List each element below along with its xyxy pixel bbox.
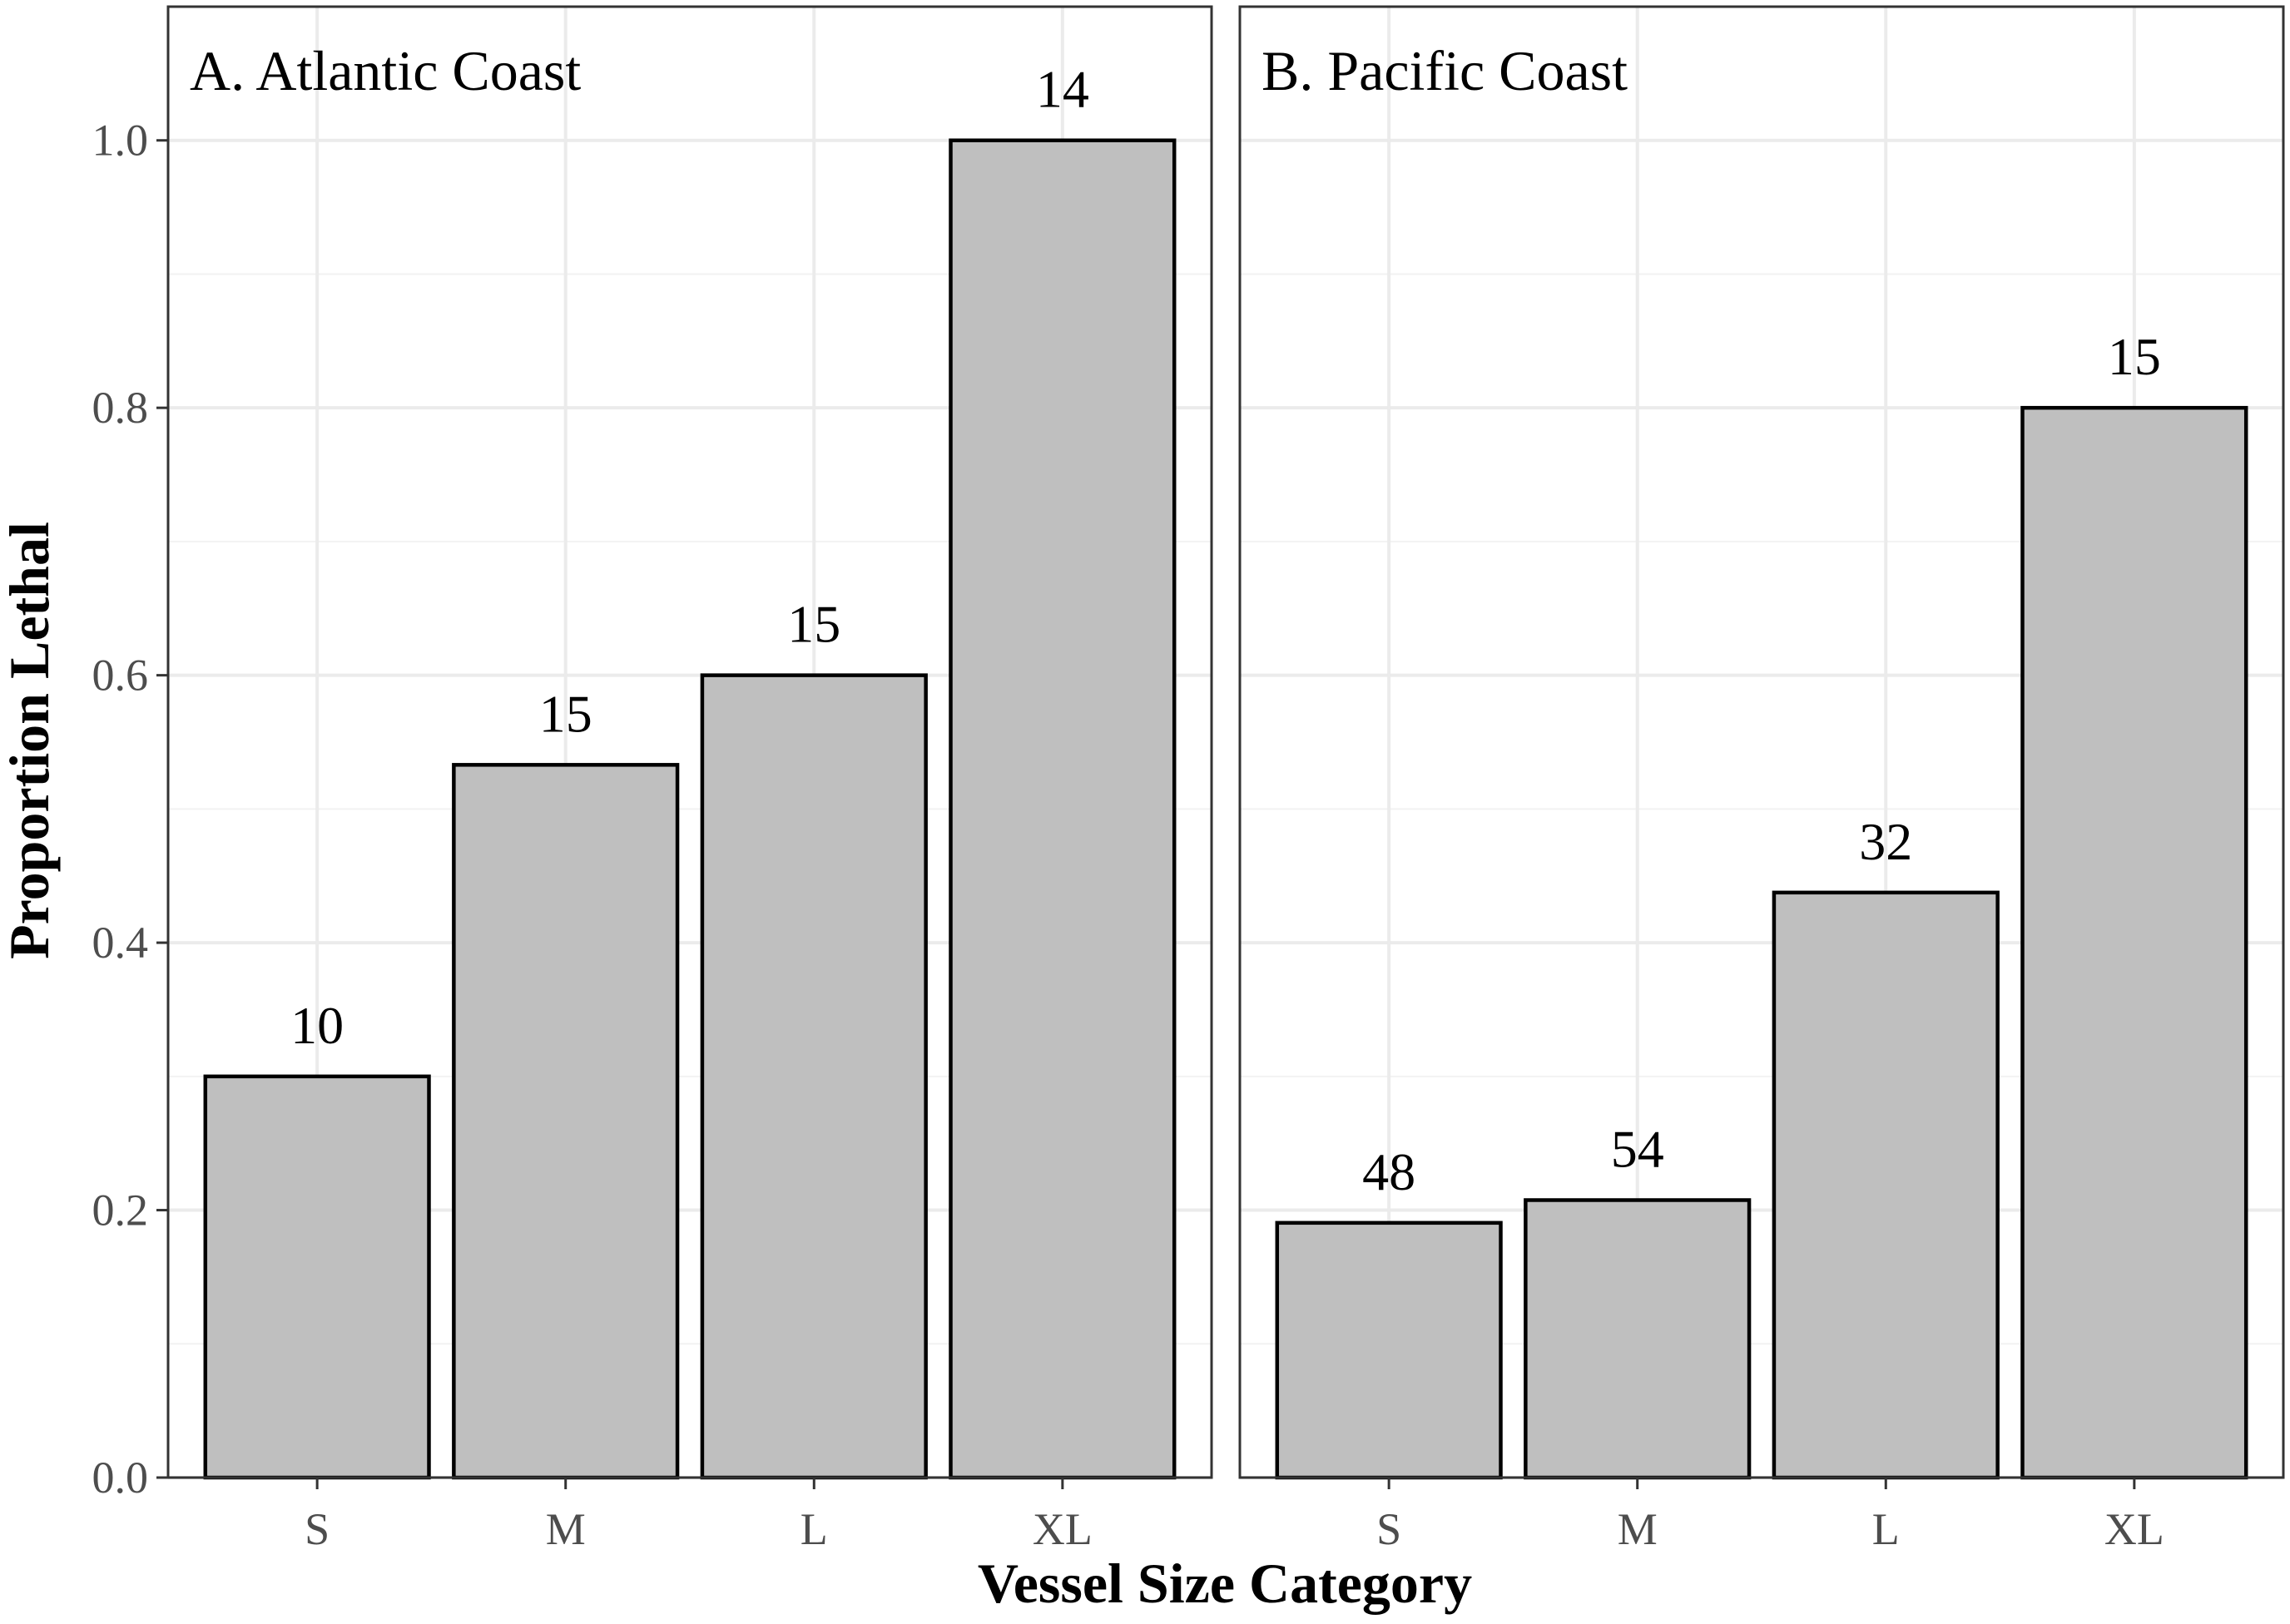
y-tick-label: 0.0 (92, 1453, 149, 1503)
data-label-m: 15 (539, 684, 592, 743)
y-tick-label: 0.8 (92, 383, 149, 433)
bar-m (452, 763, 680, 1480)
bar-s (203, 1074, 431, 1480)
y-tick-label: 0.2 (92, 1186, 149, 1235)
x-tick-label-m: M (546, 1504, 586, 1554)
x-axis-title: Vessel Size Category (978, 1552, 1472, 1615)
panel-2: 48 54 32 15 B. Pacific Coast S M L XL (1238, 5, 2285, 1554)
panel-title: A. Atlantic Coast (190, 39, 581, 102)
panel-border (166, 5, 1213, 1479)
plot-layer: 10 15 15 14 A. Atlantic Coast S M L XL 0.0 0.2 0.4 0… (92, 5, 2285, 1554)
x-tick-label-s: S (305, 1504, 330, 1554)
y-tick-label: 0.4 (92, 918, 149, 968)
panel-border (1238, 5, 2285, 1479)
data-label-l: 15 (787, 595, 840, 654)
panel-1: 10 15 15 14 A. Atlantic Coast S M L XL 0.0 0.2 0.4 0… (92, 5, 1213, 1554)
data-label-l: 32 (1859, 812, 1912, 871)
data-label-m: 54 (1611, 1119, 1664, 1178)
bar-l (1772, 890, 2000, 1480)
bar-xl (949, 138, 1177, 1480)
x-tick-label-xl: XL (1033, 1504, 1093, 1554)
bar-xl (2020, 405, 2248, 1480)
x-tick-label-l: L (1872, 1504, 1900, 1554)
y-tick-label: 0.6 (92, 651, 149, 701)
data-label-s: 48 (1362, 1142, 1415, 1201)
x-tick-label-s: S (1376, 1504, 1401, 1554)
bar-l (700, 673, 928, 1480)
data-label-s: 10 (290, 996, 344, 1055)
bar-s (1275, 1220, 1503, 1480)
bar-m (1524, 1198, 1752, 1480)
panel-title: B. Pacific Coast (1261, 39, 1628, 102)
x-tick-label-xl: XL (2104, 1504, 2164, 1554)
y-axis-title: Proportion Lethal (0, 522, 61, 959)
data-label-xl: 15 (2108, 327, 2161, 386)
x-tick-label-m: M (1618, 1504, 1658, 1554)
data-label-xl: 14 (1036, 60, 1089, 119)
y-tick-label: 1.0 (92, 116, 149, 166)
x-tick-label-l: L (801, 1504, 828, 1554)
